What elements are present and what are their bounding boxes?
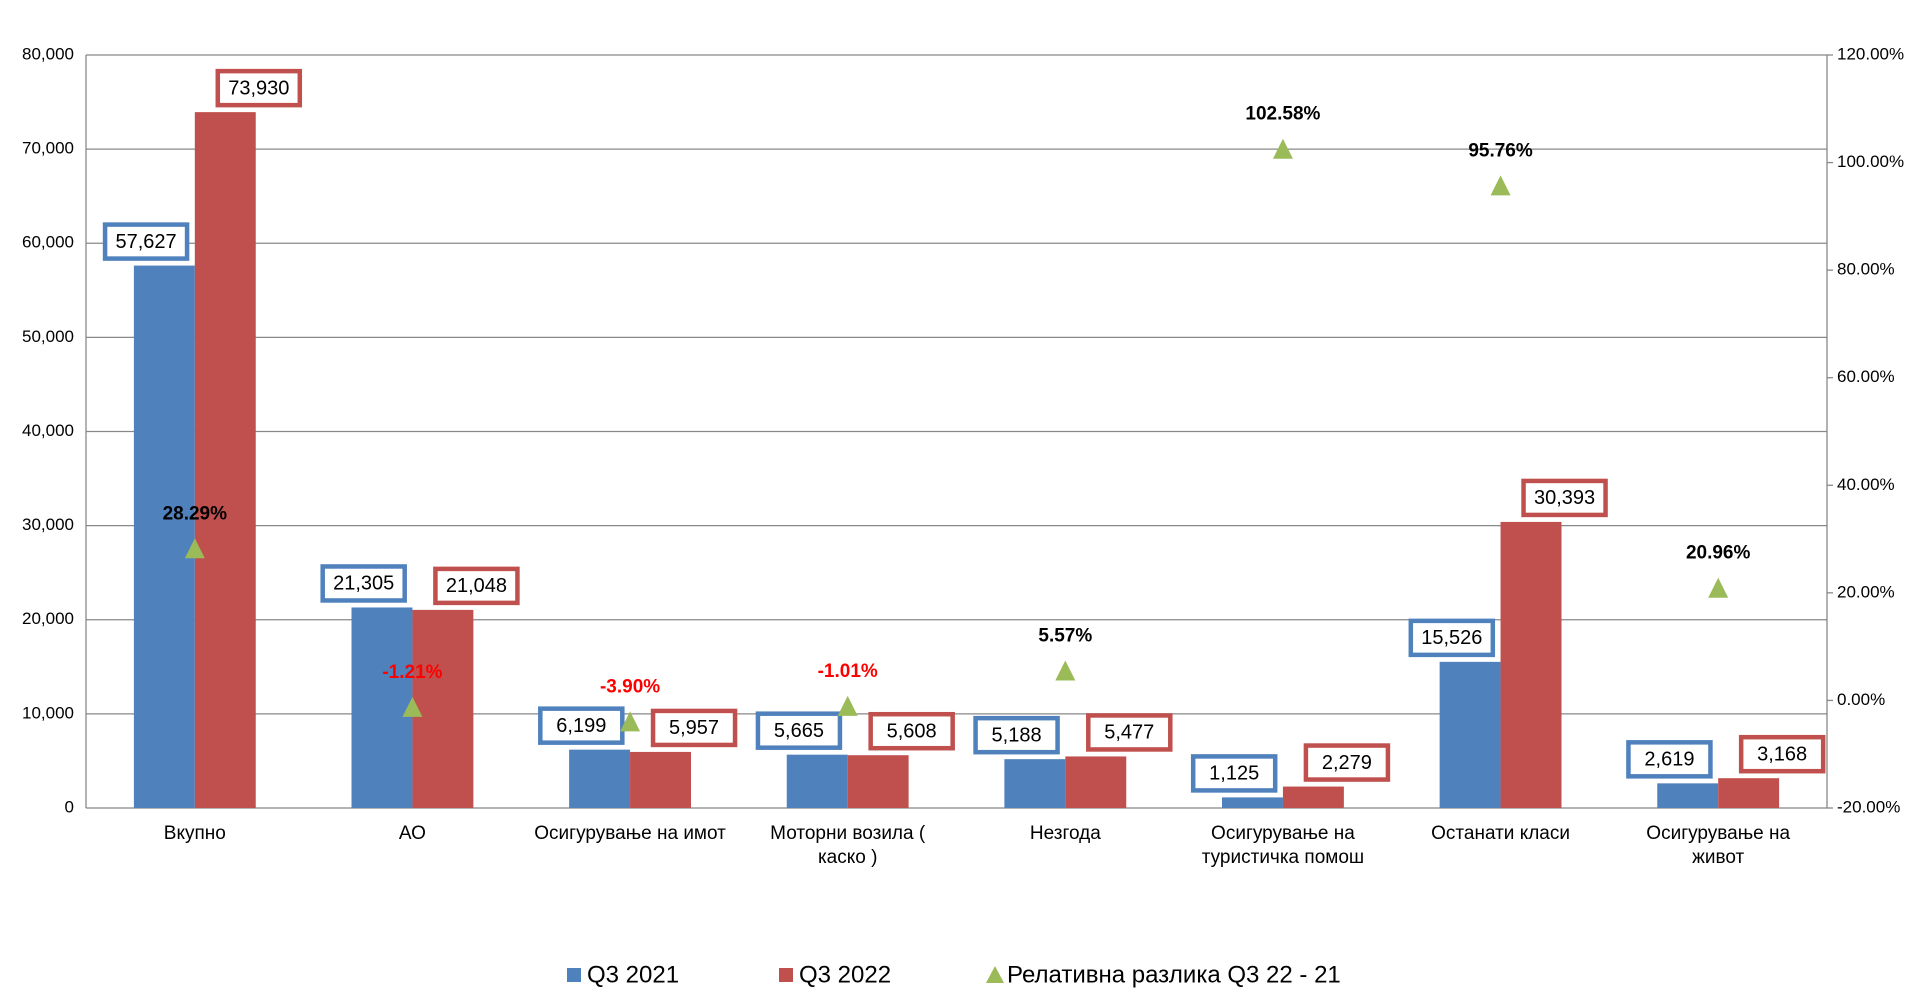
value-label: 5,608	[887, 720, 937, 742]
bar	[786, 754, 848, 808]
x-tick-label: АО	[398, 823, 426, 844]
x-tick-label: Останати класи	[1431, 823, 1570, 844]
y2-tick-label: 80.00%	[1837, 260, 1895, 279]
value-label: 102.58%	[1245, 104, 1320, 125]
value-label-box	[1738, 734, 1826, 774]
y2-tick-label: 100.00%	[1837, 152, 1904, 171]
legend-label: Q3 2022	[799, 961, 891, 988]
value-label: 6,199	[556, 715, 606, 737]
value-label: 3,168	[1757, 743, 1807, 765]
value-label: -1.01%	[818, 661, 878, 682]
legend-marker	[986, 966, 1004, 983]
value-label-box	[433, 566, 520, 606]
value-label-box	[320, 564, 407, 603]
y-tick-label: 0	[65, 797, 74, 816]
x-tick-label: Вкупно	[163, 823, 226, 844]
y2-tick-label: 60.00%	[1837, 367, 1895, 386]
x-tick-label: Моторни возила ( каско )	[770, 823, 926, 868]
bar	[1282, 786, 1344, 808]
bar	[412, 609, 474, 808]
value-label: 73,930	[228, 77, 289, 99]
value-label: 5,665	[774, 720, 824, 742]
value-label-box	[1408, 618, 1496, 658]
bar	[1004, 759, 1066, 808]
y2-tick-label: -20.00%	[1837, 797, 1900, 816]
y-tick-label: 60,000	[22, 233, 74, 252]
bar	[847, 755, 909, 808]
x-tick-label: Осигурување на туристичка помош	[1201, 823, 1365, 868]
marker	[184, 538, 205, 559]
value-label-box	[1086, 713, 1173, 752]
y-tick-label: 80,000	[22, 44, 74, 63]
marker	[1490, 175, 1511, 196]
y-tick-label: 70,000	[22, 139, 74, 158]
x-tick-label: Незгода	[1029, 823, 1101, 844]
value-label: 57,627	[115, 231, 176, 253]
marker	[837, 695, 858, 716]
marker	[620, 711, 641, 732]
y2-tick-label: 0.00%	[1837, 690, 1885, 709]
bar	[133, 265, 195, 808]
bar	[569, 749, 631, 808]
bar	[1439, 661, 1501, 808]
bar	[630, 751, 691, 808]
legend-label: Релативна разлика Q3 22 - 21	[1007, 961, 1341, 988]
y-tick-label: 20,000	[22, 609, 74, 628]
marker	[1272, 138, 1293, 159]
value-label-box	[1626, 740, 1713, 779]
y2-tick-label: 40.00%	[1837, 475, 1895, 494]
bar	[1222, 797, 1283, 808]
value-label: 28.29%	[163, 503, 228, 524]
marker	[1055, 660, 1076, 681]
bar	[1718, 778, 1780, 808]
value-label: 1,125	[1209, 763, 1259, 785]
value-label: 21,305	[333, 573, 394, 595]
bar	[1657, 783, 1719, 808]
y2-tick-label: 120.00%	[1837, 44, 1904, 63]
y-tick-label: 50,000	[22, 327, 74, 346]
value-label: 30,393	[1534, 487, 1595, 509]
value-label: 5,477	[1104, 722, 1154, 744]
value-label: 20.96%	[1686, 543, 1751, 564]
value-label: 95.76%	[1468, 140, 1533, 161]
marker	[1708, 577, 1729, 598]
bar	[1065, 756, 1127, 808]
value-label-box	[102, 222, 190, 261]
value-label: -3.90%	[600, 676, 660, 697]
value-label-box	[215, 68, 303, 108]
legend-marker	[567, 968, 581, 982]
value-label-box	[868, 711, 955, 751]
value-label-box	[973, 715, 1060, 755]
y2-tick-label: 20.00%	[1837, 582, 1895, 601]
legend-marker	[779, 968, 793, 982]
bar	[1500, 521, 1562, 808]
value-label-box	[1303, 743, 1391, 782]
y-tick-label: 30,000	[22, 515, 74, 534]
value-label-box	[1521, 478, 1608, 518]
value-label: 15,526	[1421, 627, 1482, 649]
bar	[351, 607, 413, 808]
value-label: -1.21%	[382, 662, 442, 683]
value-label-box	[755, 711, 843, 750]
value-label: 2,619	[1644, 749, 1694, 771]
legend-label: Q3 2021	[587, 961, 679, 988]
value-label-box	[1190, 754, 1278, 793]
value-label: 21,048	[446, 575, 507, 597]
value-label: 5.57%	[1038, 625, 1092, 646]
y-tick-label: 10,000	[22, 703, 74, 722]
value-label: 5,957	[669, 717, 719, 739]
value-label-box	[650, 708, 738, 748]
bar	[194, 112, 256, 809]
value-label-box	[538, 706, 625, 745]
x-tick-label: Осигурување на имот	[534, 823, 726, 844]
x-tick-label: Осигурување на живот	[1646, 823, 1791, 868]
value-label: 5,188	[992, 724, 1042, 746]
y-tick-label: 40,000	[22, 421, 74, 440]
marker	[402, 696, 423, 717]
value-label: 2,279	[1322, 752, 1372, 774]
